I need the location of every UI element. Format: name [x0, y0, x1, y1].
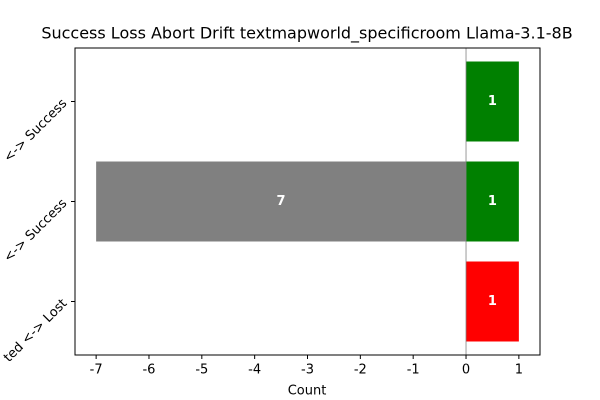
x-tick-label: -4 — [248, 363, 261, 378]
bar — [466, 261, 519, 342]
x-tick-label: -6 — [142, 363, 155, 378]
chart-title: Success Loss Abort Drift textmapworld_sp… — [41, 24, 572, 44]
x-tick-label: 0 — [462, 363, 470, 378]
bar — [466, 161, 519, 242]
x-tick-label: -1 — [407, 363, 420, 378]
value-label: 1 — [488, 294, 497, 309]
x-tick-label: -3 — [301, 363, 314, 378]
x-tick-label: 1 — [515, 363, 523, 378]
bar — [96, 161, 467, 242]
value-label: 1 — [488, 194, 497, 209]
x-axis-label: Count — [288, 384, 327, 399]
value-label: 7 — [277, 194, 286, 209]
x-tick-label: -7 — [90, 363, 103, 378]
x-tick-label: -5 — [195, 363, 208, 378]
x-tick-label: -2 — [354, 363, 367, 378]
value-label: 1 — [488, 94, 497, 109]
bar — [466, 61, 519, 142]
